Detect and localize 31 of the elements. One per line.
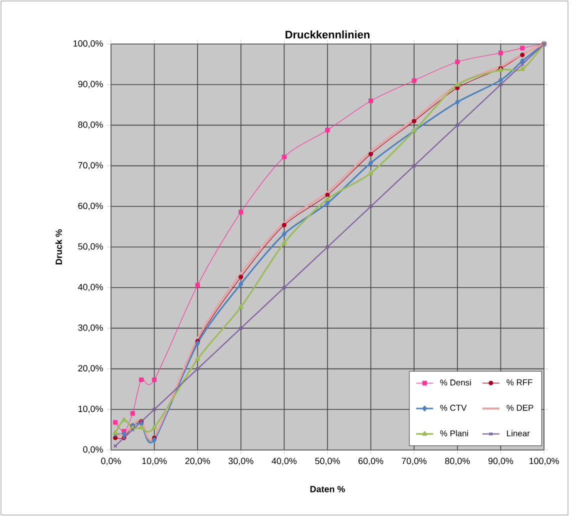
x-tick-label: 70,0% — [402, 458, 426, 466]
x-axis-title: Daten % — [310, 486, 345, 492]
chart-title: Druckkennlinien — [286, 30, 370, 38]
legend-label: % Plani — [440, 430, 468, 436]
x-tick-label: 100,0% — [529, 458, 559, 466]
y-tick-label: 50,0% — [78, 243, 103, 251]
x-tick-label: 10,0% — [142, 458, 167, 466]
y-tick-label: 0,0% — [83, 446, 103, 454]
y-tick-label: 80,0% — [78, 121, 103, 129]
legend-label: % DEP — [506, 404, 534, 411]
legend-label: % Densi — [440, 379, 471, 386]
y-tick-label: 90,0% — [78, 80, 103, 88]
x-tick-label: 90,0% — [488, 458, 514, 466]
legend-label: Linear — [507, 430, 530, 436]
y-axis-title: Druck % — [55, 229, 62, 264]
y-tick-label: 10,0% — [78, 406, 103, 414]
legend-label: % CTV — [440, 404, 467, 411]
y-tick-label: 30,0% — [78, 324, 103, 332]
y-tick-label: 70,0% — [78, 162, 103, 170]
x-tick-label: 30,0% — [228, 458, 254, 466]
x-tick-label: 80,0% — [445, 458, 470, 466]
y-tick-label: 100,0% — [74, 40, 103, 48]
legend-label: % RFF — [506, 379, 532, 386]
x-tick-label: 60,0% — [358, 458, 384, 466]
y-tick-label: 40,0% — [78, 284, 103, 292]
x-tick-label: 50,0% — [315, 458, 340, 466]
x-tick-label: 0,0% — [101, 458, 121, 466]
y-tick-label: 60,0% — [78, 202, 103, 210]
y-tick-label: 20,0% — [78, 365, 103, 372]
x-tick-label: 20,0% — [185, 458, 210, 466]
x-tick-label: 40,0% — [272, 458, 297, 466]
